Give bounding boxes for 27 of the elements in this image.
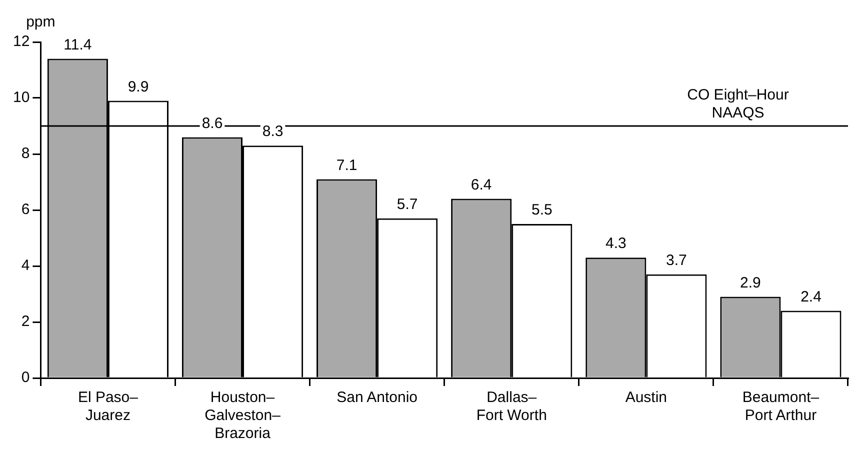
data-label: 4.3 [605,235,626,252]
ref-line-label: CO Eight–Hour NAAQS [687,86,789,122]
x-tick-label: Beaumont–Port Arthur [742,389,820,424]
x-tick-label: Dallas–Fort Worth [476,389,547,424]
data-label: 8.6 [202,114,223,132]
data-label: 5.7 [396,196,418,214]
y-tick-label: 12 [12,33,30,50]
data-label: 8.3 [262,123,284,140]
x-tick-label: San Antonio [336,389,418,406]
y-tick-label: 8 [21,145,30,162]
y-tick-label: 2 [21,313,30,330]
data-label: 3.7 [666,252,687,270]
x-tick-label: Houston–Galveston–Brazoria [204,389,282,442]
data-label: 2.4 [800,288,822,306]
data-label: 7.1 [336,156,358,174]
y-tick-label: 4 [21,257,30,274]
data-label: 5.5 [531,202,552,219]
data-label: 2.9 [740,274,761,292]
y-tick-label: 6 [21,201,30,218]
data-label: 9.9 [128,78,149,96]
y-axis-title: ppm [26,14,56,31]
x-tick-label: El Paso–Juarez [78,389,139,424]
data-label: 11.4 [64,36,92,54]
data-label: 6.4 [470,176,492,194]
y-tick-label: 10 [12,89,30,106]
y-tick-label: 0 [21,369,30,386]
x-tick-label: Austin [625,389,668,406]
